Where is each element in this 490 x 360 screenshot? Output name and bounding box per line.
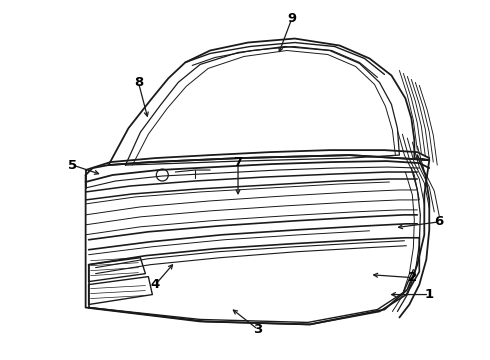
Text: 3: 3 xyxy=(253,323,263,336)
Text: 7: 7 xyxy=(233,156,243,168)
Text: 6: 6 xyxy=(435,215,444,228)
Text: 2: 2 xyxy=(408,271,417,284)
Text: 8: 8 xyxy=(134,76,143,89)
Text: 5: 5 xyxy=(68,158,77,172)
Text: 9: 9 xyxy=(287,12,296,25)
Text: 1: 1 xyxy=(425,288,434,301)
Text: 4: 4 xyxy=(151,278,160,291)
